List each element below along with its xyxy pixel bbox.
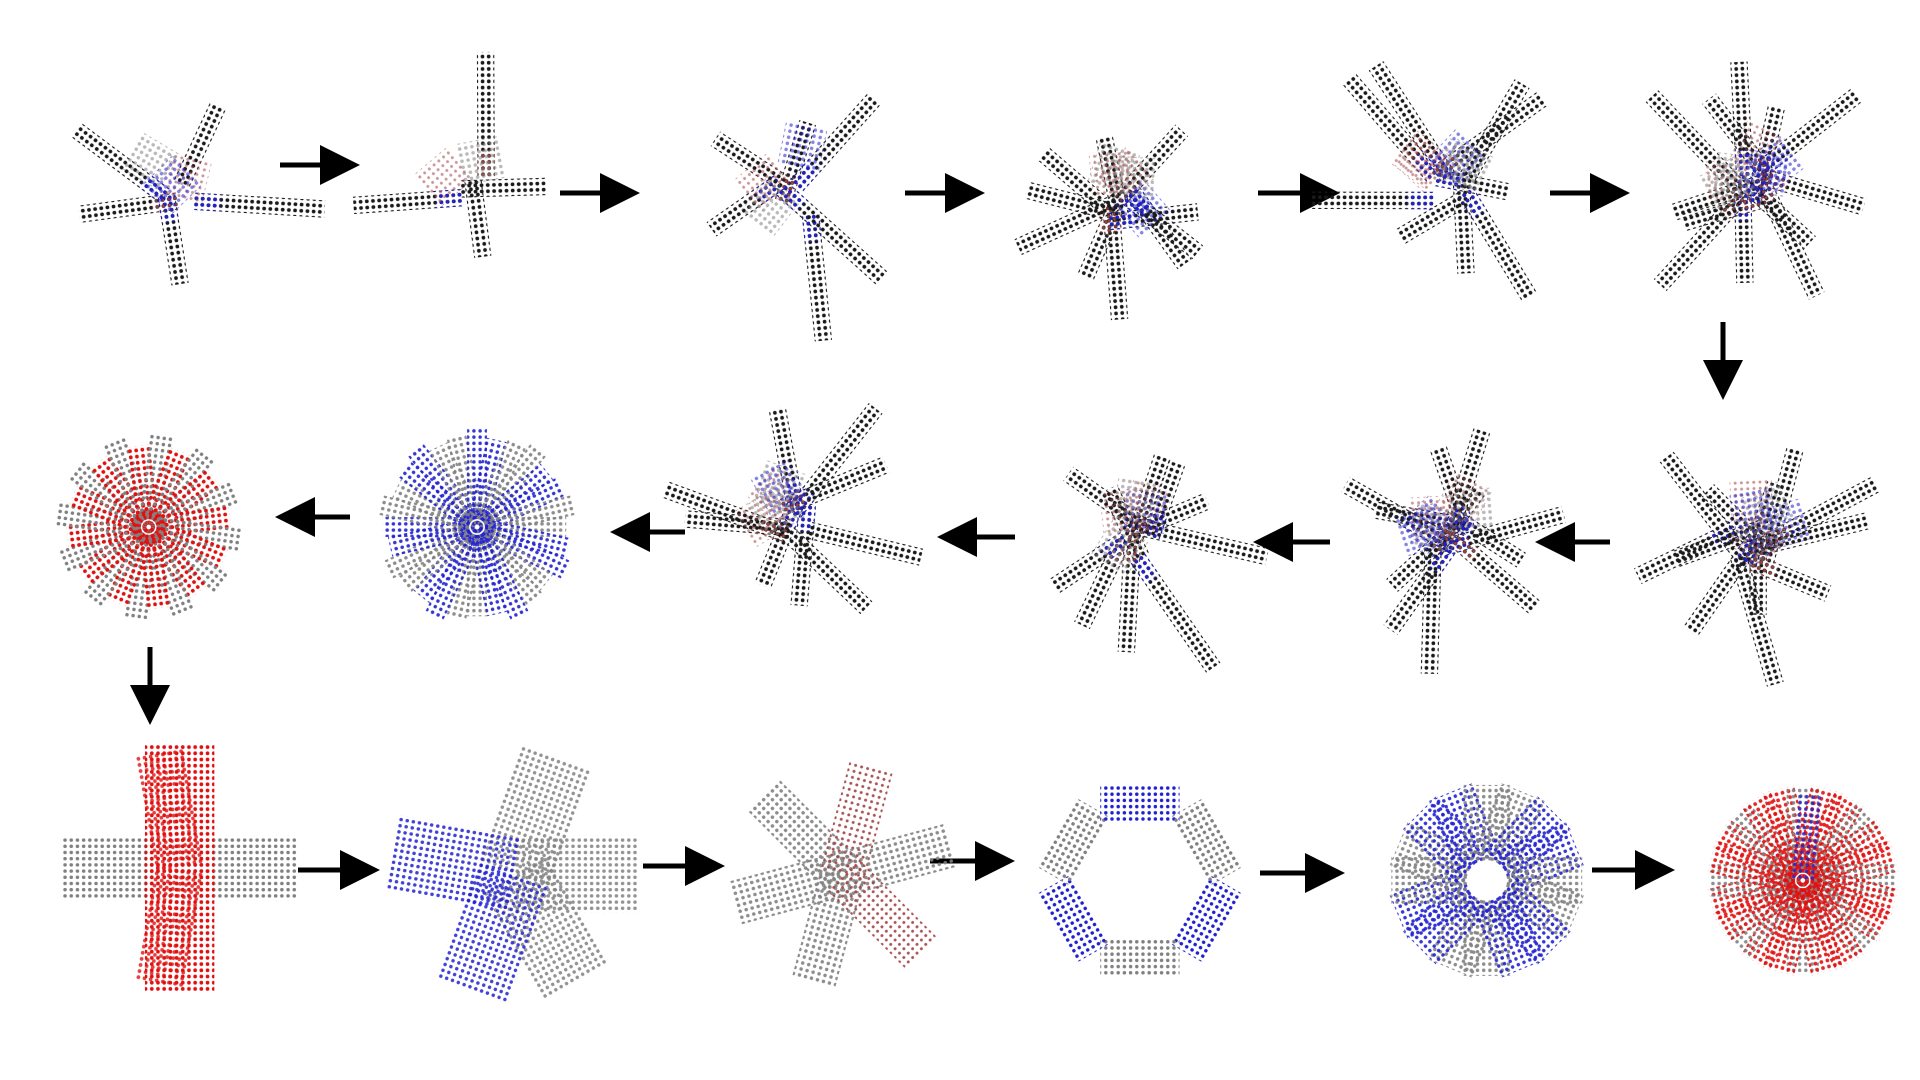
- particle-arm: [435, 861, 551, 1004]
- particle-arm: [1751, 172, 1825, 300]
- particle-arm: [1744, 135, 1804, 195]
- particle-arm: [806, 521, 924, 566]
- particle-arm: [1142, 519, 1270, 566]
- particle-arm: [1129, 552, 1221, 673]
- stage-11-radial-disk: [378, 427, 576, 622]
- ring-block: [1100, 786, 1180, 821]
- particle-arm: [1312, 191, 1435, 210]
- particle-arm: [826, 858, 938, 969]
- ring-block: [1171, 875, 1242, 962]
- particle-arm: [455, 136, 505, 186]
- stages-layer: [54, 51, 1898, 1004]
- stage-2-scattered: [352, 51, 547, 258]
- particle-arm: [467, 524, 507, 617]
- particle-arm: [1431, 137, 1488, 194]
- stage-14-pinwheel: [385, 744, 639, 1004]
- particle-arm: [459, 177, 547, 198]
- particle-arm: [464, 178, 492, 258]
- particle-arm: [1790, 792, 1823, 882]
- particle-arm: [134, 747, 205, 873]
- stage-18-disk: [1707, 785, 1898, 976]
- stage-1-scattered: [71, 102, 326, 286]
- stage-10-scattered: [662, 402, 924, 615]
- particle-arm: [820, 760, 893, 880]
- particle-arm: [1111, 155, 1156, 201]
- particle-arm: [772, 517, 873, 615]
- particle-arm: [1729, 553, 1784, 687]
- stage-15-asterisk: [729, 760, 957, 988]
- particle-arm: [192, 192, 326, 218]
- ring-block: [1038, 798, 1109, 886]
- particle-arm: [1394, 502, 1449, 557]
- stage-3-scattered: [706, 92, 888, 342]
- particle-arm: [1457, 186, 1487, 219]
- stage-5-scattered: [1312, 61, 1547, 302]
- stage-9-scattered: [1049, 454, 1270, 673]
- particle-arm: [134, 863, 205, 989]
- particle-arm: [1449, 532, 1482, 564]
- particle-arm: [137, 525, 170, 610]
- particle-arm: [747, 480, 807, 540]
- ring-block: [1100, 939, 1180, 975]
- ring-block: [1171, 798, 1242, 886]
- particle-arm: [1407, 191, 1435, 210]
- particle-arm: [1447, 487, 1494, 534]
- annulus-hole: [1469, 863, 1505, 898]
- particle-arm: [1024, 181, 1108, 219]
- stage-6-scattered: [1645, 61, 1867, 300]
- particle-arm: [801, 213, 833, 342]
- stage-4-scattered: [1014, 124, 1204, 321]
- particle-arm: [1395, 191, 1469, 245]
- particle-arm: [1111, 477, 1161, 526]
- particle-arm: [1787, 876, 1843, 976]
- particle-arm: [142, 154, 203, 215]
- stage-17-annulus: [1389, 782, 1585, 979]
- stage-7-scattered: [1634, 446, 1881, 687]
- stage-12-star: [54, 433, 243, 621]
- particle-arm: [775, 181, 888, 285]
- particle-arm: [1037, 146, 1106, 209]
- stage-16-hexagon-ring: [1038, 786, 1242, 975]
- ring-block: [1038, 875, 1109, 962]
- particle-arm: [740, 177, 800, 237]
- particle-arm: [1129, 552, 1160, 585]
- particle-arm: [1729, 488, 1778, 537]
- arrows-layer: [130, 145, 1743, 893]
- particle-arm: [1471, 888, 1547, 979]
- stage-8-scattered: [1341, 428, 1567, 675]
- particle-arm: [777, 122, 828, 172]
- stage-13-cross: [61, 744, 298, 992]
